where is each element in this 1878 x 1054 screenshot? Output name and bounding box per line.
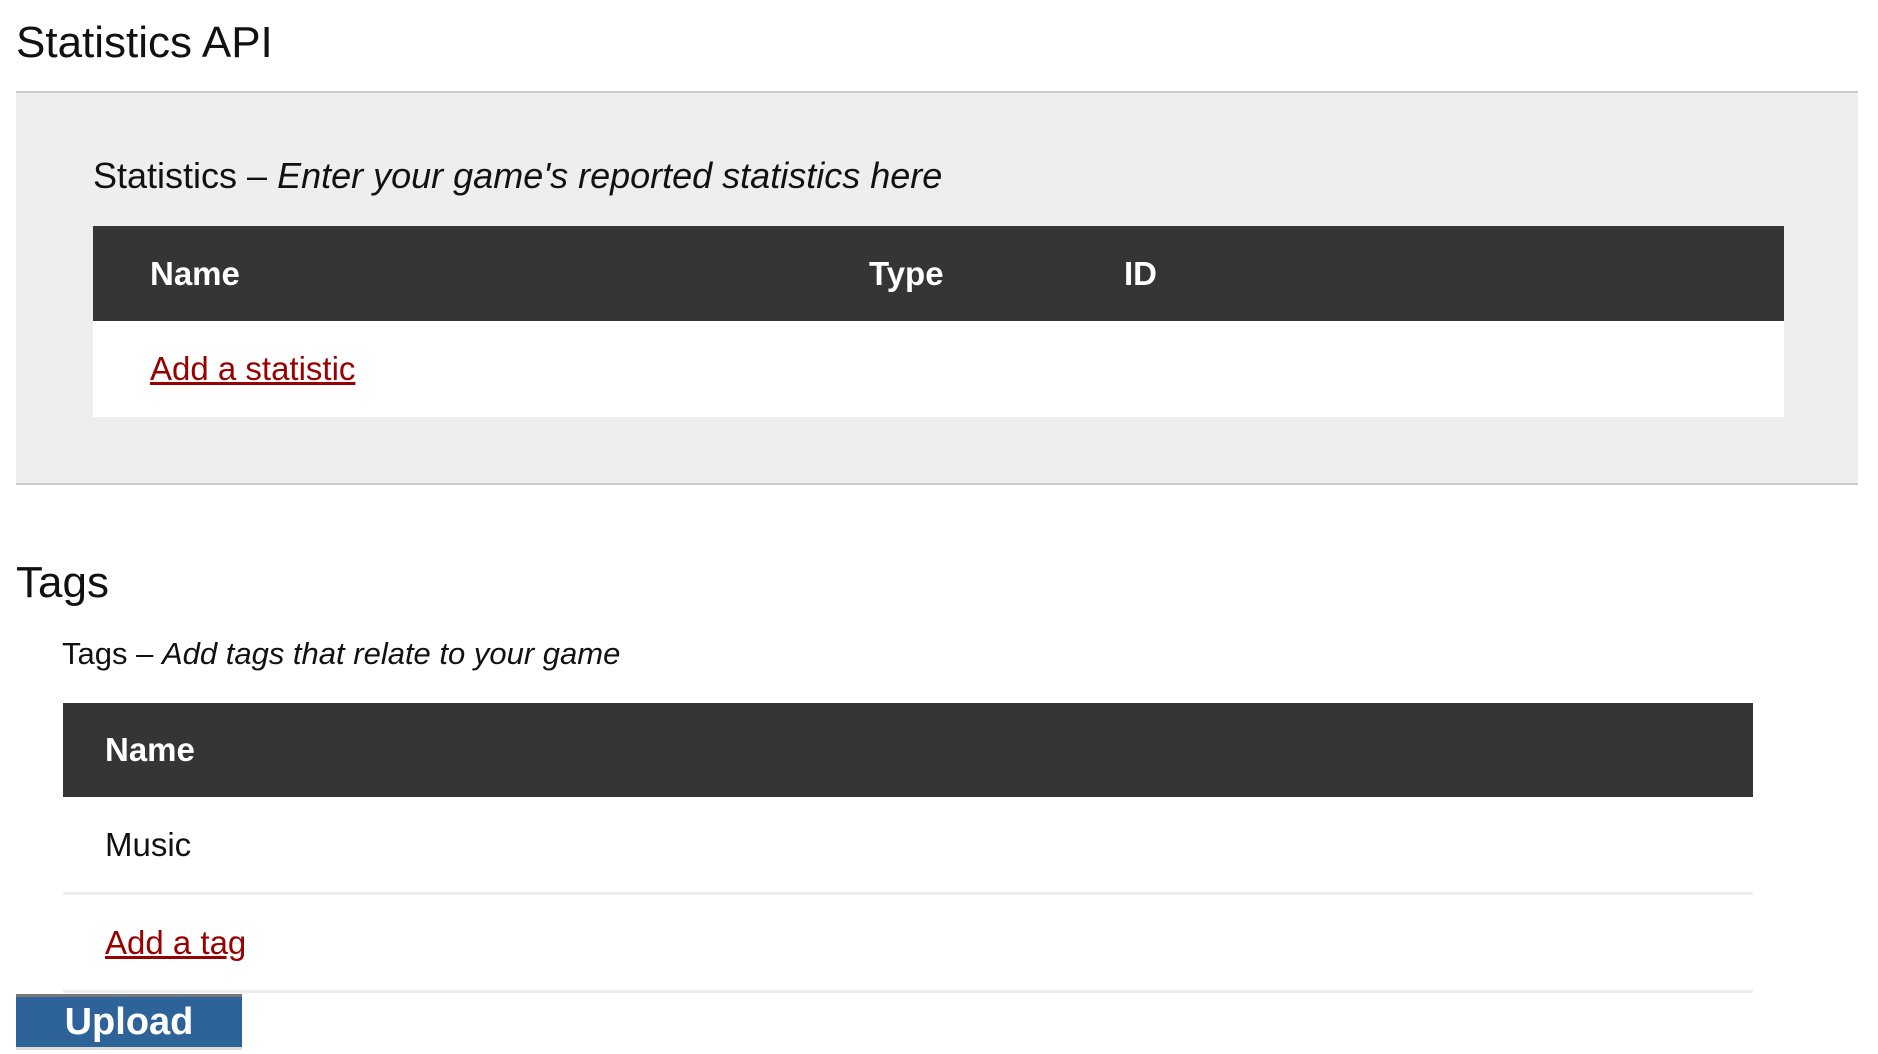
section-hint: Add tags that relate to your game xyxy=(161,636,621,671)
table-header: Name Type ID xyxy=(93,226,1784,321)
table-row: Add a tag xyxy=(63,895,1753,993)
statistics-api-heading: Statistics API xyxy=(16,18,273,67)
statistics-section-title: Statistics – Enter your game's reported … xyxy=(93,155,942,197)
section-label: Statistics xyxy=(93,155,238,196)
table-row: Add a statistic xyxy=(93,321,1784,417)
statistics-panel: Statistics – Enter your game's reported … xyxy=(16,91,1858,485)
table-row: Music xyxy=(63,797,1753,895)
add-statistic-link[interactable]: Add a statistic xyxy=(150,350,356,387)
separator: – xyxy=(237,155,278,196)
section-label: Tags xyxy=(62,636,128,671)
add-tag-link[interactable]: Add a tag xyxy=(105,923,247,961)
column-header-id: ID xyxy=(1124,254,1157,292)
column-header-name: Name xyxy=(105,731,195,768)
table-header: Name xyxy=(63,703,1753,797)
tags-section-title: Tags – Add tags that relate to your game xyxy=(62,636,620,672)
separator: – xyxy=(127,636,162,671)
column-header-type: Type xyxy=(869,254,944,292)
tags-heading: Tags xyxy=(16,558,109,607)
tags-table: Name Music Add a tag xyxy=(63,703,1753,993)
column-header-name: Name xyxy=(150,254,240,292)
upload-button[interactable]: Upload xyxy=(16,994,242,1050)
tag-name: Music xyxy=(105,825,192,863)
statistics-table: Name Type ID Add a statistic xyxy=(93,226,1784,417)
section-hint: Enter your game's reported statistics he… xyxy=(277,155,943,196)
